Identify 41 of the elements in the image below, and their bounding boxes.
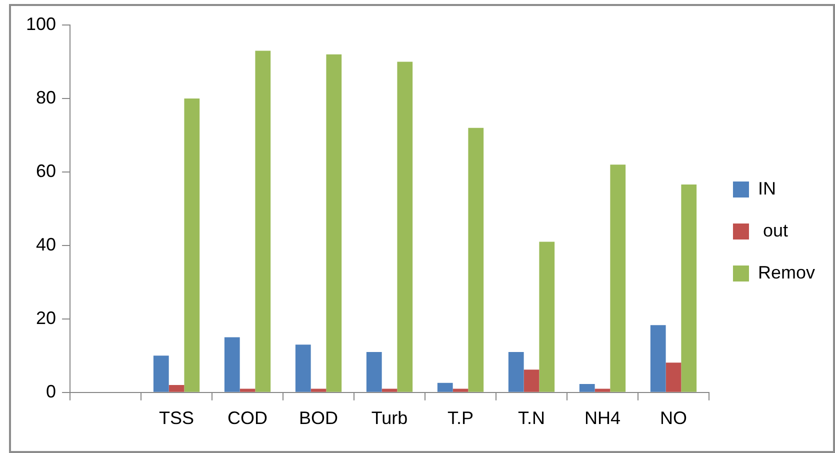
legend-label: out [758,220,788,240]
y-tick-label: 20 [36,308,56,328]
x-tick-label: Turb [371,408,408,428]
x-tick-label: T.N [518,408,545,428]
bar [326,54,342,392]
bar [153,356,169,392]
bar [650,325,666,392]
bar [184,98,200,392]
y-tick-label: 0 [46,381,56,402]
y-tick-label: 80 [36,87,56,108]
bar [468,128,484,392]
bar [508,352,524,392]
y-tick-label: 60 [36,160,56,181]
x-tick-label: T.P [447,408,474,428]
y-tick-label: 100 [26,14,56,34]
x-tick-label: NO [660,408,687,428]
bar [437,382,453,392]
bar [524,370,540,392]
x-tick-label: TSS [159,408,194,428]
bar [681,184,697,392]
bar [310,388,326,392]
bar [397,62,413,392]
bar [366,352,382,392]
x-tick-label: BOD [299,408,338,428]
bar [610,164,626,392]
x-tick-label: COD [228,408,268,428]
legend-label: IN [758,178,776,198]
bar [255,50,271,392]
bar [666,362,682,392]
bar [382,388,398,392]
bar [224,337,240,392]
bar [579,384,595,392]
bar [539,242,555,392]
bar [594,388,610,392]
bar [168,385,184,392]
bar [240,388,256,392]
legend-label: Remov [758,262,815,282]
bar [452,388,468,392]
bar [295,344,311,392]
y-tick-label: 40 [36,234,56,254]
x-tick-label: NH4 [584,408,620,428]
